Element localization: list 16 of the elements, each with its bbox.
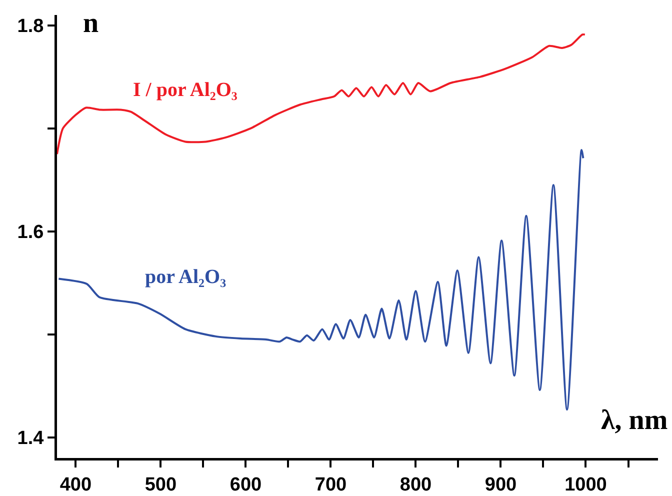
series-label: I / por Al₂O₃	[133, 79, 238, 101]
x-tick-label: 700	[314, 474, 347, 496]
x-tick-label: 600	[230, 474, 262, 496]
y-tick-label: 1.4	[17, 428, 44, 450]
x-tick-label: 800	[400, 474, 432, 496]
y-tick-label: 1.8	[17, 16, 44, 37]
line-series	[58, 148, 584, 411]
series-label: por Al₂O₃	[145, 266, 226, 288]
x-tick-label: 900	[484, 474, 517, 496]
x-axis-title: λ, nm	[601, 405, 668, 436]
y-axis-title: n	[83, 8, 99, 39]
x-tick-label: 500	[144, 474, 177, 496]
y-tick-label: 1.6	[17, 222, 44, 243]
line-series	[57, 34, 586, 156]
x-tick-label: 400	[60, 474, 92, 496]
x-tick-label: 1000	[564, 474, 607, 496]
